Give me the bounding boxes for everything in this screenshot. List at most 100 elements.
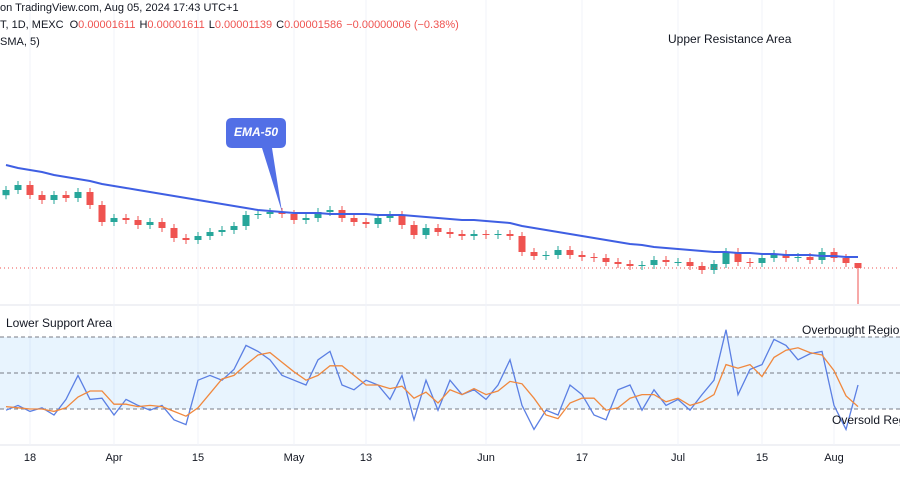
candle-body	[290, 214, 298, 220]
candle-body	[62, 195, 70, 198]
ohlc-key: L	[208, 19, 215, 31]
candle-body	[722, 252, 730, 264]
ohlc-key: H	[139, 19, 148, 31]
candle-body	[326, 210, 334, 212]
candle-body	[542, 255, 550, 256]
candle-body	[554, 250, 562, 255]
candle-body	[2, 190, 10, 196]
annotation: Upper Resistance Area	[668, 32, 792, 46]
candle-body	[518, 236, 526, 252]
candle-body	[794, 257, 802, 258]
x-tick-label: 13	[360, 452, 372, 464]
annotation: Overbought Region	[802, 323, 900, 337]
callout: EMA-50	[226, 118, 286, 212]
candle-body	[386, 215, 394, 218]
candle-body	[38, 195, 46, 200]
candle-body	[230, 226, 238, 230]
candle-body	[590, 257, 598, 258]
candle-body	[458, 234, 466, 236]
x-tick-label: May	[284, 452, 305, 464]
x-tick-label: 17	[576, 452, 588, 464]
x-tick-label: 15	[192, 452, 204, 464]
candle-body	[434, 228, 442, 232]
candle-body	[374, 218, 382, 224]
x-tick-label: Aug	[824, 452, 844, 464]
candle-body	[254, 214, 262, 215]
candle-body	[158, 222, 166, 228]
ohlc-value: 0.00001139	[214, 19, 273, 31]
candle-body	[26, 185, 34, 195]
candle-body	[218, 230, 226, 232]
candle-body	[362, 222, 370, 224]
annotation: Oversold Region	[832, 413, 900, 427]
source-line: on TradingView.com, Aug 05, 2024 17:43 U…	[0, 0, 463, 17]
candle-body	[662, 260, 670, 262]
oscillator-line	[5, 347, 859, 420]
candle-body	[110, 218, 118, 222]
ohlc-value: 0.00001586	[284, 19, 343, 31]
candle-body	[806, 257, 814, 260]
candle-body	[242, 215, 250, 226]
candle-body	[170, 228, 178, 238]
candle-body	[134, 220, 142, 225]
x-tick-label: Jul	[671, 452, 685, 464]
candle-body	[842, 258, 850, 263]
ohlc-key: O	[69, 19, 79, 31]
candle-body	[566, 250, 574, 255]
x-tick-label: Jun	[477, 452, 495, 464]
candle-body	[398, 215, 406, 225]
header: on TradingView.com, Aug 05, 2024 17:43 U…	[0, 0, 463, 51]
candle-body	[302, 218, 310, 220]
candle-body	[578, 255, 586, 257]
symbol: T, 1D, MEXC	[0, 19, 64, 31]
change: −0.00000006 (−0.38%)	[346, 19, 459, 31]
oscillator-line	[5, 329, 859, 432]
candle-body	[314, 212, 322, 218]
callout-box	[226, 118, 286, 212]
ohlc-value: 0.00001611	[78, 19, 136, 31]
candle-body	[350, 218, 358, 222]
candle-body	[686, 262, 694, 266]
candle-body	[470, 234, 478, 236]
main-pane	[0, 164, 900, 304]
candle-body	[758, 258, 766, 263]
symbol-line: T, 1D, MEXC O0.00001611 H0.00001611 L0.0000…	[0, 17, 463, 34]
indicator-line: SMA, 5)	[0, 34, 463, 51]
callout-label: EMA-50	[234, 125, 278, 139]
candle-body	[410, 225, 418, 235]
candle-body	[650, 260, 658, 265]
candle-body	[674, 262, 682, 263]
candle-body	[206, 232, 214, 236]
candle-body	[710, 264, 718, 270]
candle-body	[122, 218, 130, 220]
candle-body	[854, 263, 862, 268]
candle-body	[626, 264, 634, 266]
candle-body	[602, 258, 610, 262]
candle-body	[194, 236, 202, 240]
candle-body	[50, 195, 58, 200]
x-tick-label: 18	[24, 452, 36, 464]
candle-body	[182, 238, 190, 240]
indicator: SMA, 5)	[0, 36, 40, 48]
candle-body	[734, 252, 742, 262]
annotation: Lower Support Area	[6, 316, 112, 330]
candle-body	[614, 262, 622, 264]
candle-body	[638, 265, 646, 266]
candle-body	[74, 192, 82, 198]
ema-line	[5, 164, 858, 258]
x-tick-label: 15	[756, 452, 768, 464]
ohlc-value: 0.00001611	[147, 19, 205, 31]
oscillator-pane	[0, 329, 900, 432]
candle-body	[482, 234, 490, 235]
ohlc: O0.00001611 H0.00001611 L0.00001139 C0.0000…	[70, 19, 347, 31]
ohlc-key: C	[276, 19, 285, 31]
x-tick-label: Apr	[105, 452, 122, 464]
candle-body	[770, 254, 778, 258]
candle-body	[446, 232, 454, 234]
candle-body	[146, 222, 154, 225]
candle-body	[746, 262, 754, 263]
candle-body	[530, 252, 538, 256]
candle-body	[14, 185, 22, 190]
